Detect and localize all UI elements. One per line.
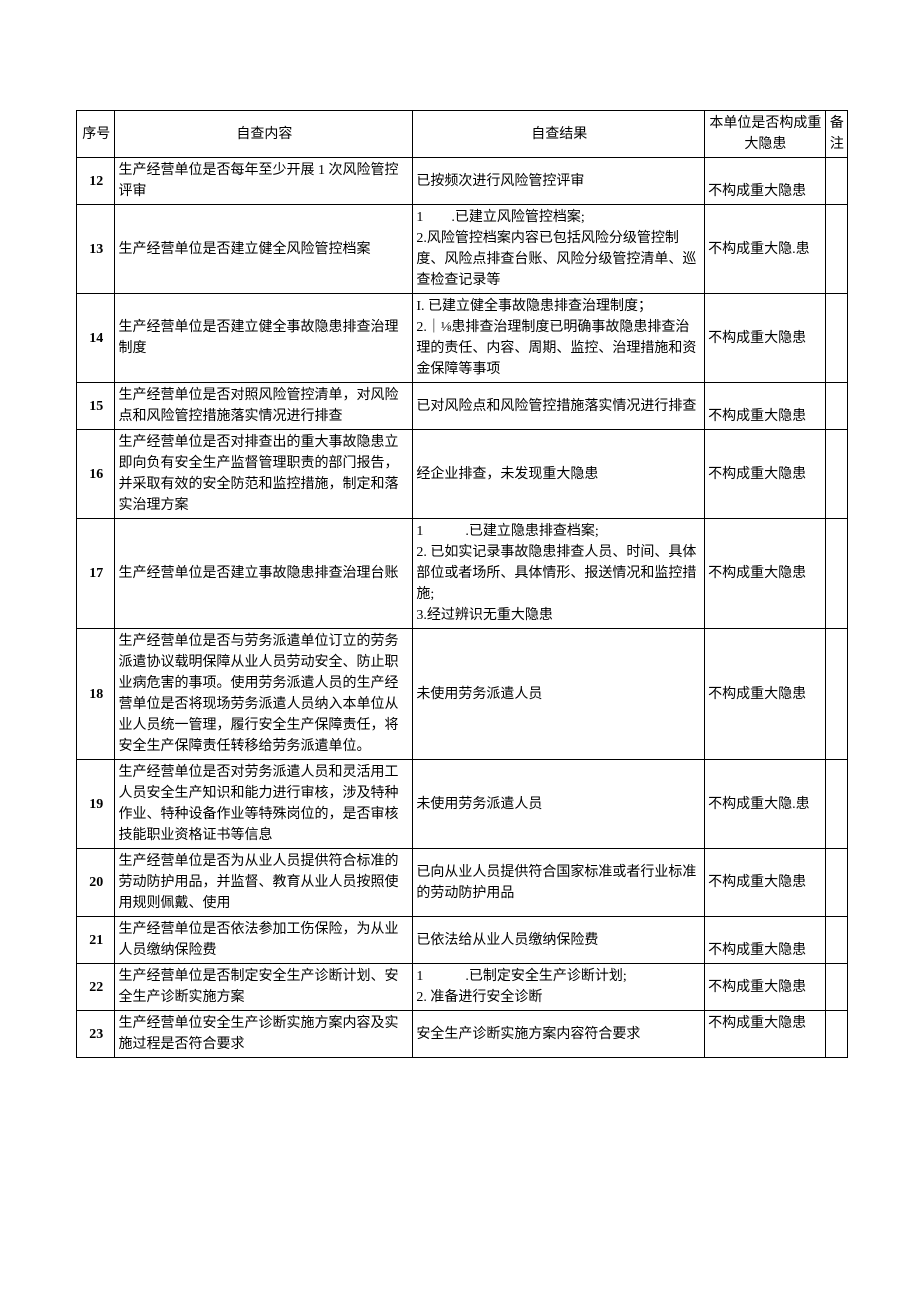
cell-judge: 不构成重大隐患 (705, 158, 826, 205)
cell-remark (825, 917, 847, 964)
table-header-row: 序号 自查内容 自查结果 本单位是否构成重大隐患 备注 (77, 111, 848, 158)
cell-result: 已按频次进行风险管控评审 (413, 158, 705, 205)
cell-content: 生产经营单位是否为从业人员提供符合标准的劳动防护用品，并监督、教育从业人员按照使… (115, 849, 413, 917)
cell-remark (825, 430, 847, 519)
cell-seq: 16 (77, 430, 115, 519)
table-row: 22生产经营单位是否制定安全生产诊断计划、安全生产诊断实施方案1 .已制定安全生… (77, 964, 848, 1011)
cell-result: 安全生产诊断实施方案内容符合要求 (413, 1011, 705, 1058)
header-content: 自查内容 (115, 111, 413, 158)
cell-content: 生产经营单位是否每年至少开展 1 次风险管控评审 (115, 158, 413, 205)
cell-remark (825, 519, 847, 629)
table-row: 20生产经营单位是否为从业人员提供符合标准的劳动防护用品，并监督、教育从业人员按… (77, 849, 848, 917)
cell-remark (825, 849, 847, 917)
table-row: 16生产经营单位是否对排查出的重大事故隐患立即向负有安全生产监督管理职责的部门报… (77, 430, 848, 519)
cell-seq: 20 (77, 849, 115, 917)
cell-judge: 不构成重大隐患 (705, 430, 826, 519)
header-remark: 备注 (825, 111, 847, 158)
cell-result: 已依法给从业人员缴纳保险费 (413, 917, 705, 964)
cell-remark (825, 629, 847, 760)
cell-judge: 不构成重大隐患 (705, 629, 826, 760)
table-row: 23生产经营单位安全生产诊断实施方案内容及实施过程是否符合要求安全生产诊断实施方… (77, 1011, 848, 1058)
cell-content: 生产经营单位是否与劳务派遣单位订立的劳务派遣协议载明保障从业人员劳动安全、防止职… (115, 629, 413, 760)
cell-remark (825, 205, 847, 294)
cell-seq: 21 (77, 917, 115, 964)
table-row: 13生产经营单位是否建立健全风险管控档案1 .已建立风险管控档案;2.风险管控档… (77, 205, 848, 294)
cell-content: 生产经营单位是否对排查出的重大事故隐患立即向负有安全生产监督管理职责的部门报告，… (115, 430, 413, 519)
cell-remark (825, 964, 847, 1011)
cell-result: 1 .已制定安全生产诊断计划;2. 准备进行安全诊断 (413, 964, 705, 1011)
cell-judge: 不构成重大隐.患 (705, 205, 826, 294)
table-row: 14生产经营单位是否建立健全事故隐患排查治理制度I. 已建立健全事故隐患排查治理… (77, 294, 848, 383)
cell-seq: 12 (77, 158, 115, 205)
cell-judge: 不构成重大隐患 (705, 383, 826, 430)
cell-seq: 19 (77, 760, 115, 849)
table-row: 15生产经营单位是否对照风险管控清单，对风险点和风险管控措施落实情况进行排查已对… (77, 383, 848, 430)
cell-result: 经企业排查，未发现重大隐患 (413, 430, 705, 519)
table-row: 19生产经营单位是否对劳务派遣人员和灵活用工人员安全生产知识和能力进行审核，涉及… (77, 760, 848, 849)
cell-judge: 不构成重大隐.患 (705, 760, 826, 849)
cell-remark (825, 294, 847, 383)
cell-result: 未使用劳务派遣人员 (413, 629, 705, 760)
cell-content: 生产经营单位是否对照风险管控清单，对风险点和风险管控措施落实情况进行排查 (115, 383, 413, 430)
cell-result: 1 .已建立隐患排查档案;2. 已如实记录事故隐患排查人员、时间、具体部位或者场… (413, 519, 705, 629)
cell-result: 已向从业人员提供符合国家标准或者行业标准的劳动防护用品 (413, 849, 705, 917)
cell-result: 未使用劳务派遣人员 (413, 760, 705, 849)
cell-judge: 不构成重大隐患 (705, 849, 826, 917)
cell-content: 生产经营单位是否依法参加工伤保险，为从业人员缴纳保险费 (115, 917, 413, 964)
cell-remark (825, 1011, 847, 1058)
cell-remark (825, 158, 847, 205)
cell-result: I. 已建立健全事故隐患排查治理制度；2.｜⅛患排查治理制度已明确事故隐患排查治… (413, 294, 705, 383)
table-row: 12生产经营单位是否每年至少开展 1 次风险管控评审已按频次进行风险管控评审不构… (77, 158, 848, 205)
table-row: 17生产经营单位是否建立事故隐患排查治理台账1 .已建立隐患排查档案;2. 已如… (77, 519, 848, 629)
cell-content: 生产经营单位是否建立事故隐患排查治理台账 (115, 519, 413, 629)
table-row: 18生产经营单位是否与劳务派遣单位订立的劳务派遣协议载明保障从业人员劳动安全、防… (77, 629, 848, 760)
cell-seq: 14 (77, 294, 115, 383)
cell-remark (825, 383, 847, 430)
cell-remark (825, 760, 847, 849)
cell-judge: 不构成重大隐患 (705, 1011, 826, 1058)
cell-seq: 22 (77, 964, 115, 1011)
cell-judge: 不构成重大隐患 (705, 964, 826, 1011)
header-seq: 序号 (77, 111, 115, 158)
cell-content: 生产经营单位是否制定安全生产诊断计划、安全生产诊断实施方案 (115, 964, 413, 1011)
cell-result: 1 .已建立风险管控档案;2.风险管控档案内容已包括风险分级管控制度、风险点排查… (413, 205, 705, 294)
cell-seq: 23 (77, 1011, 115, 1058)
cell-judge: 不构成重大隐患 (705, 294, 826, 383)
cell-content: 生产经营单位安全生产诊断实施方案内容及实施过程是否符合要求 (115, 1011, 413, 1058)
cell-content: 生产经营单位是否对劳务派遣人员和灵活用工人员安全生产知识和能力进行审核，涉及特种… (115, 760, 413, 849)
cell-result: 已对风险点和风险管控措施落实情况进行排查 (413, 383, 705, 430)
cell-seq: 17 (77, 519, 115, 629)
cell-judge: 不构成重大隐患 (705, 917, 826, 964)
table-row: 21生产经营单位是否依法参加工伤保险，为从业人员缴纳保险费已依法给从业人员缴纳保… (77, 917, 848, 964)
self-inspection-table: 序号 自查内容 自查结果 本单位是否构成重大隐患 备注 12生产经营单位是否每年… (76, 110, 848, 1058)
cell-judge: 不构成重大隐患 (705, 519, 826, 629)
cell-content: 生产经营单位是否建立健全事故隐患排查治理制度 (115, 294, 413, 383)
header-judge: 本单位是否构成重大隐患 (705, 111, 826, 158)
cell-seq: 15 (77, 383, 115, 430)
cell-content: 生产经营单位是否建立健全风险管控档案 (115, 205, 413, 294)
cell-seq: 18 (77, 629, 115, 760)
header-result: 自查结果 (413, 111, 705, 158)
cell-seq: 13 (77, 205, 115, 294)
